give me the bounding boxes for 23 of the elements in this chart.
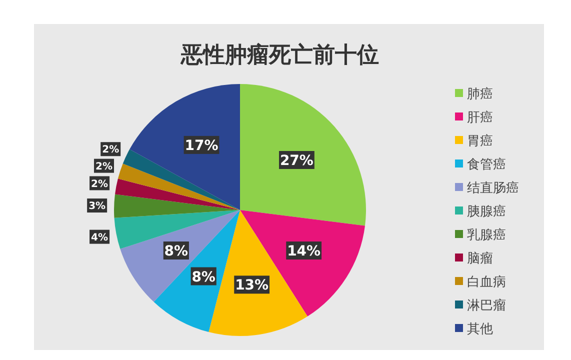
- legend-label: 其他: [467, 322, 493, 337]
- data-label: 8%: [164, 244, 188, 260]
- data-label: 13%: [235, 278, 269, 294]
- legend-label: 乳腺癌: [467, 228, 506, 243]
- data-label: 3%: [88, 201, 106, 212]
- data-label: 2%: [91, 178, 108, 190]
- legend-label: 淋巴瘤: [467, 298, 506, 314]
- legend-label: 白血病: [467, 275, 506, 290]
- data-label: 27%: [280, 153, 314, 170]
- legend-label: 肝癌: [467, 110, 493, 126]
- legend-label: 结直肠癌: [467, 181, 519, 196]
- data-label: 17%: [184, 138, 218, 154]
- chart-title: 恶性肿瘤死亡前十位: [180, 42, 379, 68]
- legend-label: 胃癌: [467, 134, 493, 149]
- legend-label: 脑瘤: [467, 250, 493, 266]
- legend-label: 胰腺癌: [467, 204, 506, 220]
- data-label: 2%: [102, 144, 120, 156]
- data-label: 14%: [287, 244, 321, 260]
- data-label: 2%: [96, 161, 112, 172]
- legend-label: 肺癌: [467, 87, 493, 102]
- legend-label: 食管癌: [467, 158, 506, 172]
- data-label: 4%: [91, 232, 108, 244]
- data-label: 8%: [192, 269, 216, 286]
